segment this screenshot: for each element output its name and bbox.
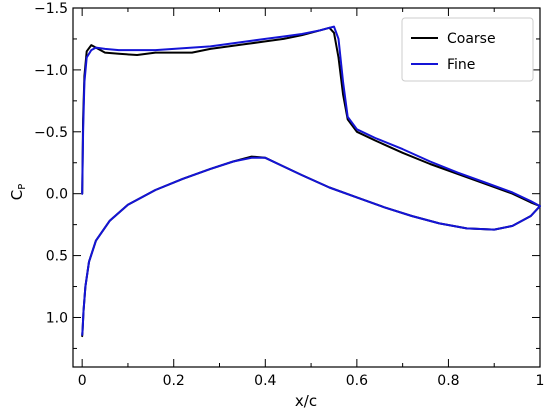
- legend-box: [401, 17, 534, 82]
- x-tick-label: 0.8: [437, 373, 459, 389]
- x-tick-label: 0.4: [254, 373, 276, 389]
- y-tick-label: 1.0: [46, 310, 68, 326]
- y-axis-label-sub: P: [17, 184, 28, 190]
- y-tick-label: 0.0: [46, 187, 68, 203]
- y-tick-label: 0.5: [46, 249, 68, 265]
- y-tick-label: −1.5: [34, 1, 68, 17]
- y-tick-label: −0.5: [34, 125, 68, 141]
- x-axis-label: x/c: [295, 392, 317, 410]
- series-group: [81, 25, 541, 338]
- x-tick-label: 1: [536, 373, 545, 389]
- x-tick-label: 0.6: [346, 373, 368, 389]
- legend-label-coarse: Coarse: [447, 31, 496, 47]
- x-axis-ticks: 0 0.2 0.4 0.6 0.8 1: [78, 8, 545, 389]
- y-axis-label: CP: [8, 184, 28, 201]
- y-axis-ticks: −1.5 −1.0 −0.5 0.0 0.5 1.0: [34, 1, 540, 349]
- legend-label-fine: Fine: [447, 57, 475, 73]
- x-tick-label: 0.2: [163, 373, 185, 389]
- x-tick-label: 0: [78, 373, 87, 389]
- plot-frame: [72, 7, 541, 368]
- y-tick-label: −1.0: [34, 63, 68, 79]
- series-line-fine: [81, 25, 541, 336]
- y-axis-label-main: C: [8, 190, 26, 200]
- legend: Coarse Fine: [401, 17, 534, 82]
